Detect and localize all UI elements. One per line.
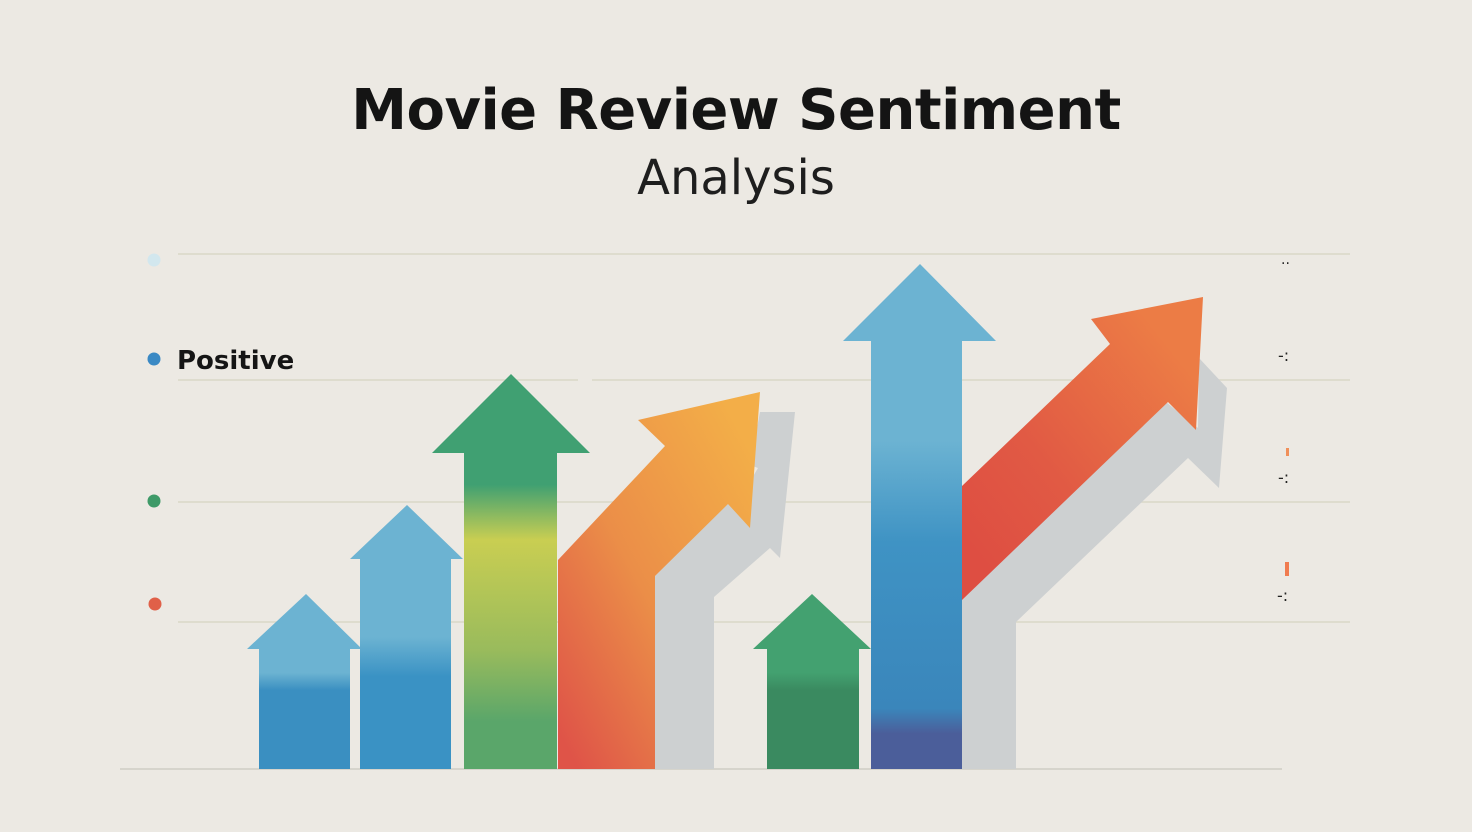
chart-title: Movie Review Sentiment — [351, 78, 1121, 143]
bar-2 — [350, 505, 463, 769]
bar-4 — [558, 392, 760, 769]
shadow-group — [655, 358, 1227, 769]
right-marker-tick — [1286, 448, 1289, 456]
right-marker: -: — [1277, 586, 1288, 605]
bar-1 — [247, 594, 362, 769]
bars — [247, 264, 1203, 769]
right-markers: ·· -: -: -: — [1277, 256, 1290, 605]
bar-shadow — [655, 412, 795, 769]
legend-dot — [147, 494, 161, 508]
right-marker: -: — [1278, 468, 1289, 487]
legend: Positive — [147, 253, 294, 611]
bar-5 — [753, 594, 871, 769]
chart-subtitle: Analysis — [637, 150, 835, 206]
bar-7 — [962, 297, 1203, 600]
right-marker: -: — [1278, 346, 1289, 365]
right-marker-tick — [1285, 562, 1289, 576]
bar-6 — [843, 264, 996, 769]
bar-shadow — [962, 358, 1227, 769]
legend-dot — [147, 253, 161, 267]
legend-dot — [148, 597, 162, 611]
right-marker: ·· — [1281, 256, 1290, 272]
bar-3 — [432, 374, 590, 769]
legend-label: Positive — [177, 346, 294, 376]
legend-dot — [147, 352, 161, 366]
